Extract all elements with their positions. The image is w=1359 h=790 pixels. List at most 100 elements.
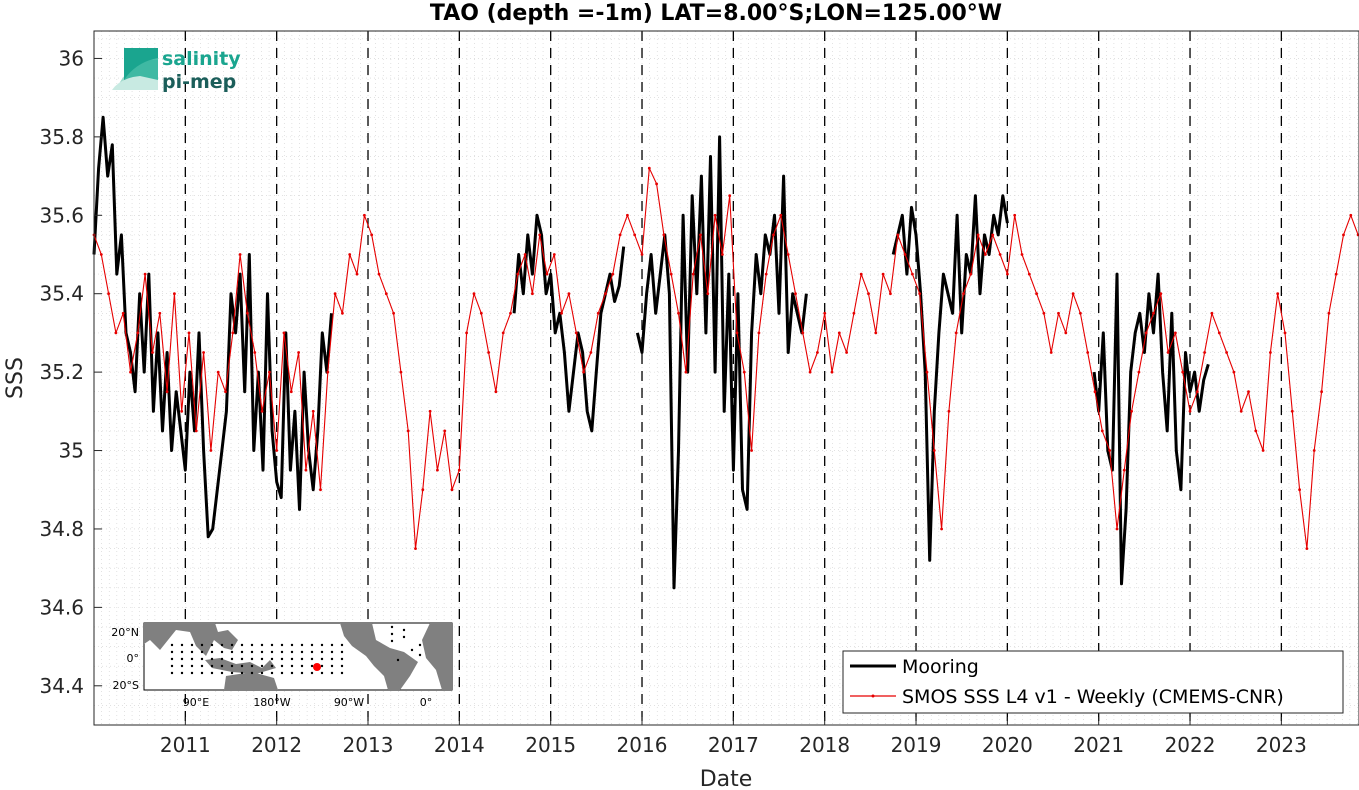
y-tick-label: 35.6 [39, 203, 84, 227]
legend-swatch-smos-marker [871, 694, 875, 698]
inset-mooring-dot [320, 657, 324, 661]
data-point-smos [1334, 272, 1338, 276]
inset-land-americas [340, 623, 418, 690]
inset-mooring-dot [270, 657, 274, 661]
plot-border [93, 30, 1359, 726]
data-point-smos [246, 311, 249, 315]
inset-mooring-dot [240, 671, 244, 675]
y-tick-label: 35.4 [39, 282, 84, 306]
inset-mooring-dot [200, 664, 204, 668]
data-point-smos [852, 311, 856, 315]
y-tick-label: 34.8 [39, 517, 84, 541]
inset-mooring-dot [390, 639, 394, 643]
series-line-mooring [92, 115, 333, 539]
inset-mooring-dot [240, 650, 244, 654]
data-point-smos [1305, 547, 1309, 550]
data-point-smos [319, 488, 322, 492]
data-point-smos [436, 468, 439, 472]
data-point-smos [487, 351, 490, 354]
inset-lat-label-20n: 20°N [111, 626, 139, 639]
data-point-smos [1071, 292, 1075, 296]
legend: Mooring SMOS SSS L4 v1 - Weekly (CMEMS-C… [842, 650, 1344, 714]
data-point-smos [165, 390, 169, 394]
data-point-smos [874, 331, 878, 335]
inset-location-map: 20°N 0° 20°S 90°E 180°W 90°W 0° [111, 622, 453, 709]
series-layer [92, 115, 1359, 590]
data-point-smos [647, 166, 651, 170]
data-point-smos [1188, 409, 1192, 413]
inset-mooring-dot [330, 671, 334, 675]
inset-mooring-dot [300, 657, 304, 661]
inset-mooring-dot [270, 650, 274, 654]
data-point-smos [1086, 351, 1090, 354]
data-point-smos [1115, 527, 1119, 531]
data-point-smos [538, 233, 542, 237]
data-point-smos [1035, 292, 1038, 296]
inset-mooring-dot [310, 657, 314, 661]
data-point-smos [202, 351, 206, 354]
data-point-smos [604, 292, 607, 296]
year-boundary-lines [184, 31, 1283, 725]
data-point-smos [896, 233, 900, 237]
data-point-smos [998, 253, 1002, 256]
inset-mooring-dot [320, 643, 324, 647]
inset-mooring-dot [330, 664, 334, 668]
data-point-smos [764, 272, 768, 276]
data-point-smos [275, 449, 279, 452]
data-point-smos [845, 351, 848, 354]
data-point-smos [859, 272, 863, 276]
data-point-smos [509, 311, 512, 315]
inset-mooring-dot [260, 671, 264, 675]
data-point-smos [282, 331, 286, 335]
data-point-smos [1210, 311, 1214, 315]
inset-mooring-dot [330, 643, 334, 647]
inset-mooring-dot [310, 671, 314, 675]
data-point-smos [238, 253, 242, 256]
inset-mooring-dot [390, 632, 394, 636]
data-point-smos [662, 233, 666, 237]
data-point-smos [1006, 272, 1009, 276]
data-point-smos [1122, 468, 1126, 472]
data-point-smos [304, 468, 308, 472]
inset-mooring-dot [230, 643, 234, 647]
data-point-smos [1232, 370, 1236, 374]
inset-mooring-dot [280, 671, 284, 675]
data-point-smos [428, 409, 432, 413]
inset-mooring-dot [250, 664, 254, 668]
data-point-smos [918, 292, 922, 296]
data-point-smos [187, 331, 191, 335]
data-point-smos [1166, 351, 1170, 354]
inset-mooring-dot [250, 650, 254, 654]
inset-mooring-dot [300, 671, 304, 675]
x-tick-label: 2023 [1256, 733, 1307, 757]
inset-mooring-dot [190, 664, 194, 668]
inset-mooring-dot [170, 671, 174, 675]
data-point-smos [1356, 233, 1359, 237]
x-tick-label: 2015 [525, 733, 576, 757]
data-point-smos [742, 370, 746, 374]
inset-location-marker [313, 663, 321, 671]
data-point-smos [794, 292, 797, 296]
inset-mooring-dot [210, 671, 214, 675]
data-point-smos [1195, 390, 1199, 394]
inset-mooring-dot [230, 657, 234, 661]
inset-mooring-dot [230, 671, 234, 675]
data-point-smos [721, 253, 724, 256]
inset-mooring-dot [180, 650, 184, 654]
inset-mooring-dot [220, 671, 224, 675]
data-point-smos [523, 253, 527, 256]
data-point-smos [830, 370, 834, 374]
logo-waves-icon [112, 48, 158, 90]
data-point-smos [633, 233, 637, 237]
data-point-smos [706, 292, 710, 296]
inset-mooring-dot [240, 657, 244, 661]
data-point-smos [231, 331, 235, 335]
data-point-smos [757, 331, 761, 335]
inset-mooring-dot [250, 643, 254, 647]
data-point-smos [823, 311, 827, 315]
inset-mooring-dot [210, 650, 214, 654]
inset-mooring-dot [220, 657, 224, 661]
inset-mooring-dot [190, 650, 194, 654]
data-point-smos [289, 390, 293, 394]
inset-mooring-dot [220, 664, 224, 668]
